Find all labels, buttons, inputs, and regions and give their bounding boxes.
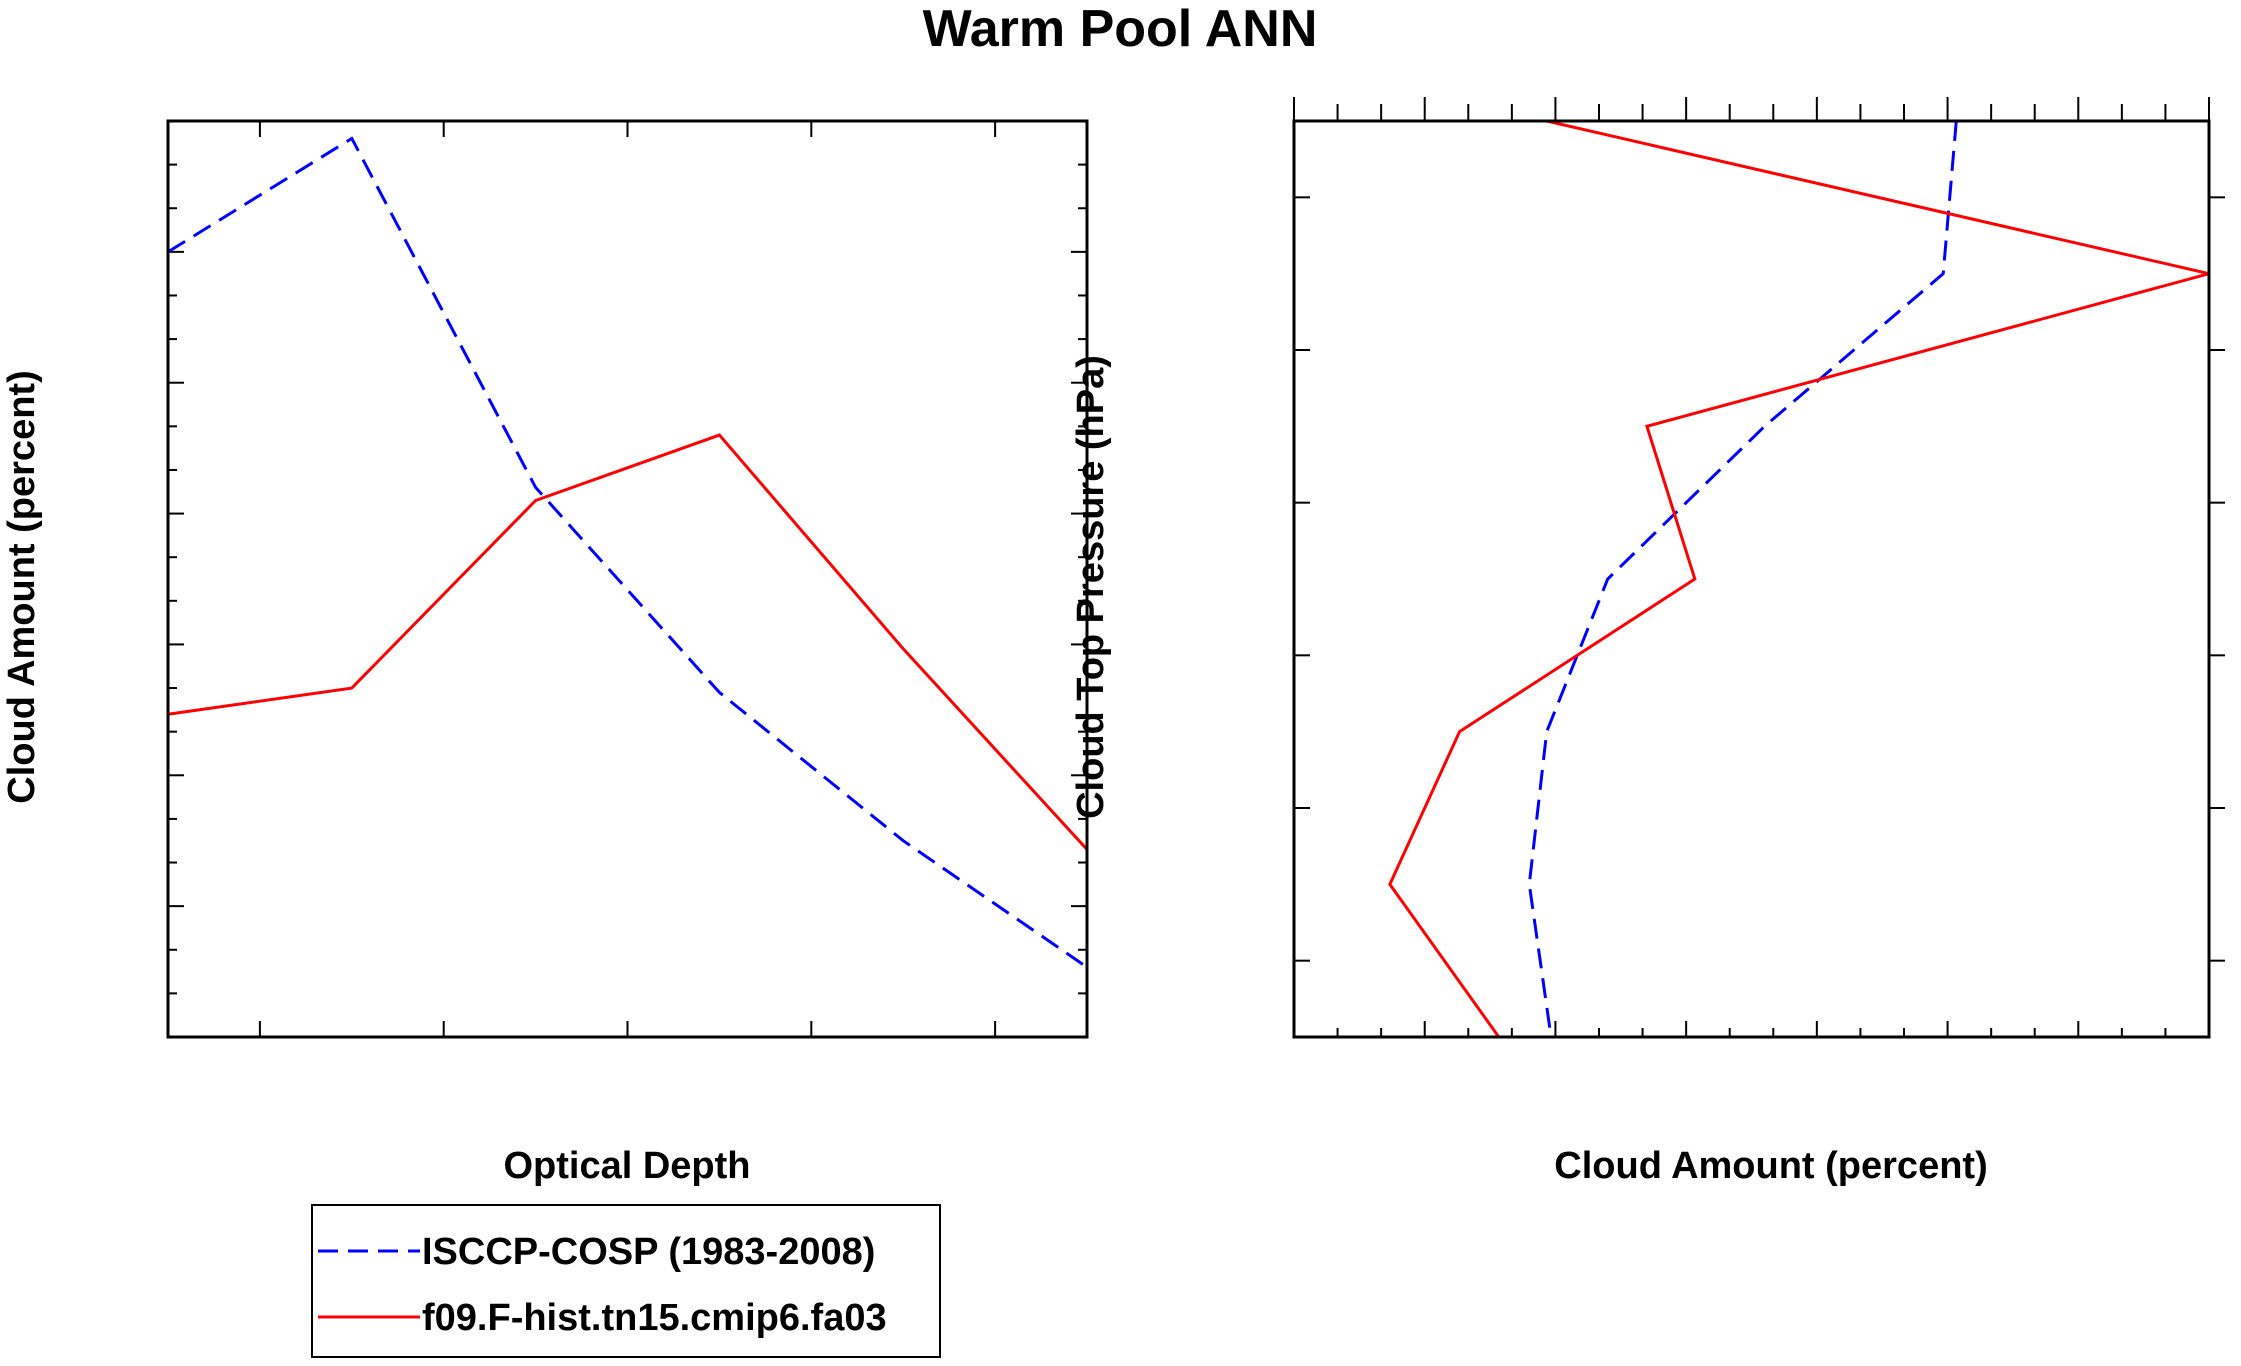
legend-label-model: f09.F-hist.tn15.cmip6.fa03	[422, 1297, 887, 1339]
left-x-axis-label: Optical Depth	[503, 1145, 750, 1187]
legend-box	[311, 1204, 941, 1358]
right-x-axis-label: Cloud Amount (percent)	[1554, 1145, 1987, 1187]
figure-title: Warm Pool ANN	[923, 0, 1318, 58]
left-y-axis-label: Cloud Amount (percent)	[1, 370, 43, 803]
left-plot	[166, 119, 1089, 1039]
legend: ISCCP-COSP (1983-2008) f09.F-hist.tn15.c…	[311, 1204, 941, 1358]
left-series-obs-line	[167, 136, 1088, 969]
legend-label-obs: ISCCP-COSP (1983-2008)	[422, 1231, 875, 1273]
right-y-axis-label: Cloud Top Pressure (hPa)	[1070, 355, 1112, 819]
right-series-model-line	[1388, 119, 2210, 1038]
left-plot-frame	[166, 119, 1089, 1039]
left-series-model-line	[167, 433, 1089, 851]
right-plot-frame	[1292, 119, 2211, 1039]
right-plot	[1292, 97, 2225, 1039]
right-series-obs-line	[1527, 120, 1958, 1038]
